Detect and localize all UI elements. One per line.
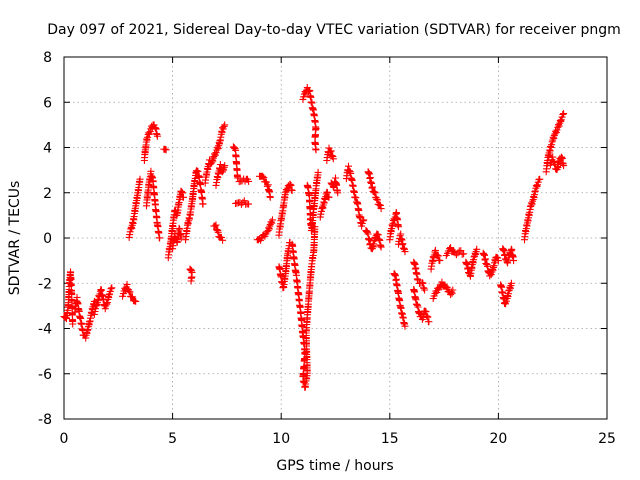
data-point-markers xyxy=(521,175,544,244)
data-point-markers xyxy=(395,230,409,256)
data-point-markers xyxy=(119,280,140,305)
x-tick-label: 0 xyxy=(60,431,69,447)
data-point-markers xyxy=(362,227,385,253)
data-point-markers xyxy=(364,168,385,213)
data-point-markers xyxy=(164,187,187,262)
data-point-markers xyxy=(547,153,568,174)
data-point-markers xyxy=(90,284,116,318)
data-point-markers xyxy=(275,180,296,239)
y-tick-label: 2 xyxy=(43,186,52,202)
data-point-markers xyxy=(60,268,77,328)
data-point-markers xyxy=(299,84,320,154)
data-point-markers xyxy=(390,270,409,330)
y-tick-label: -4 xyxy=(38,322,52,338)
data-point-markers xyxy=(256,172,274,201)
y-tick-label: -8 xyxy=(38,412,52,428)
y-tick-label: 8 xyxy=(43,50,52,66)
data-point-markers xyxy=(303,168,322,235)
y-tick-label: -2 xyxy=(38,276,52,292)
data-point-markers xyxy=(186,265,196,285)
data-point-markers xyxy=(497,279,515,308)
data-point-markers xyxy=(229,143,253,186)
y-tick-label: -6 xyxy=(38,367,52,383)
data-point-markers xyxy=(479,249,502,280)
x-tick-label: 15 xyxy=(381,431,399,447)
data-point-markers xyxy=(386,209,402,244)
data-point-markers xyxy=(201,121,229,187)
x-axis-label: GPS time / hours xyxy=(276,458,393,474)
data-point-markers xyxy=(253,216,276,244)
x-tick-label: 25 xyxy=(598,431,616,447)
data-point-markers xyxy=(410,286,433,326)
data-point-markers xyxy=(542,110,568,176)
data-point-markers xyxy=(499,245,518,267)
data-series-sdtvar xyxy=(60,84,568,391)
data-point-markers xyxy=(182,167,207,244)
data-point-markers xyxy=(169,224,185,253)
data-point-markers xyxy=(442,244,468,259)
x-tick-label: 10 xyxy=(272,431,290,447)
data-point-markers xyxy=(429,278,457,302)
y-tick-label: 0 xyxy=(43,231,52,247)
data-point-markers xyxy=(462,245,481,280)
data-point-markers xyxy=(140,121,161,164)
y-tick-label: 4 xyxy=(43,141,52,157)
data-point-markers xyxy=(342,162,368,230)
data-point-markers xyxy=(232,197,253,208)
data-point-markers xyxy=(125,175,144,241)
x-tick-label: 20 xyxy=(489,431,507,447)
data-point-markers xyxy=(316,188,333,221)
data-point-markers xyxy=(323,144,337,164)
chart-title: Day 097 of 2021, Sidereal Day-to-day VTE… xyxy=(47,22,621,38)
data-point-markers xyxy=(288,223,319,391)
x-tick-label: 5 xyxy=(168,431,177,447)
data-point-markers xyxy=(427,246,444,273)
data-point-markers xyxy=(327,174,342,197)
data-point-markers xyxy=(210,221,227,244)
data-point-markers xyxy=(143,167,164,242)
data-point-markers xyxy=(410,258,429,294)
y-tick-label: 6 xyxy=(43,95,52,111)
data-point-markers xyxy=(275,239,294,292)
y-tick-labels: -8 -6 -4 -2 0 2 4 6 8 xyxy=(38,50,52,428)
data-point-markers xyxy=(160,145,170,154)
x-tick-labels: 0 5 10 15 20 25 xyxy=(60,431,616,447)
axis-ticks xyxy=(63,56,608,420)
data-point-markers xyxy=(212,161,229,189)
grid-lines xyxy=(64,57,607,419)
y-axis-label: SDTVAR / TECUs xyxy=(7,181,23,296)
